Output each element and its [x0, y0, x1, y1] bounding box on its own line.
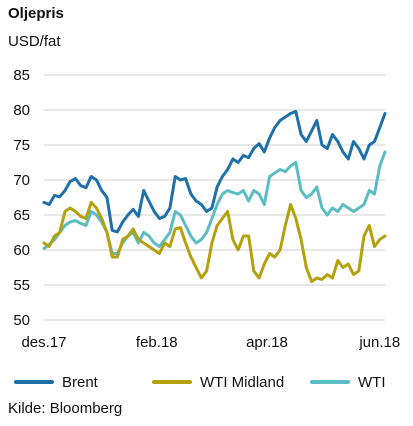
x-tick-label: feb.18: [136, 334, 178, 351]
y-axis-unit: USD/fat: [8, 33, 61, 50]
y-tick-label: 75: [13, 137, 30, 154]
y-tick-label: 80: [13, 102, 30, 119]
y-tick-label: 60: [13, 242, 30, 259]
legend-item-wti-midland: WTI Midland: [152, 372, 284, 392]
legend: Brent WTI Midland WTI: [14, 372, 404, 392]
series-lines: [42, 109, 387, 283]
x-tick-label: des.17: [21, 334, 66, 351]
legend-label-brent: Brent: [62, 373, 98, 391]
y-tick-label: 50: [13, 312, 30, 329]
y-tick-labels: 50 55 60 65 70 75 80 85: [13, 67, 30, 329]
legend-label-wti: WTI: [358, 373, 386, 391]
series-line-brent: [42, 109, 387, 234]
series-line-wti-midland: [42, 200, 387, 283]
series-line-wti: [42, 150, 387, 255]
x-tick-label: apr.18: [246, 334, 288, 351]
grid: [44, 74, 385, 321]
line-chart: 50 55 60 65 70 75 80 85 des.17 feb.18 apr.18 jun.1…: [13, 67, 400, 351]
chart-title: Oljepris: [8, 5, 64, 22]
legend-swatch-wti-midland: [152, 380, 192, 384]
legend-item-wti: WTI: [310, 372, 386, 392]
y-tick-label: 70: [13, 172, 30, 189]
y-tick-label: 65: [13, 207, 30, 224]
legend-label-wti-midland: WTI Midland: [200, 373, 285, 391]
y-tick-label: 85: [13, 67, 30, 84]
legend-swatch-brent: [14, 380, 54, 384]
legend-item-brent: Brent: [14, 372, 98, 392]
y-tick-label: 55: [13, 277, 30, 294]
source-note: Kilde: Bloomberg: [8, 400, 123, 417]
legend-swatch-wti: [310, 380, 350, 384]
x-tick-label: jun.18: [358, 334, 400, 351]
x-tick-labels: des.17 feb.18 apr.18 jun.18: [21, 334, 400, 351]
